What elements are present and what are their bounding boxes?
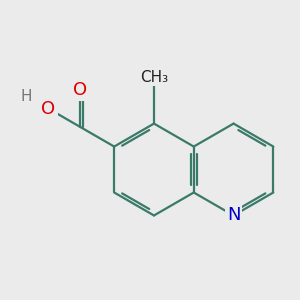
Text: H: H [21, 88, 32, 104]
Text: CH₃: CH₃ [140, 70, 168, 85]
Text: O: O [73, 81, 87, 99]
Text: N: N [227, 206, 240, 224]
Text: O: O [41, 100, 56, 118]
